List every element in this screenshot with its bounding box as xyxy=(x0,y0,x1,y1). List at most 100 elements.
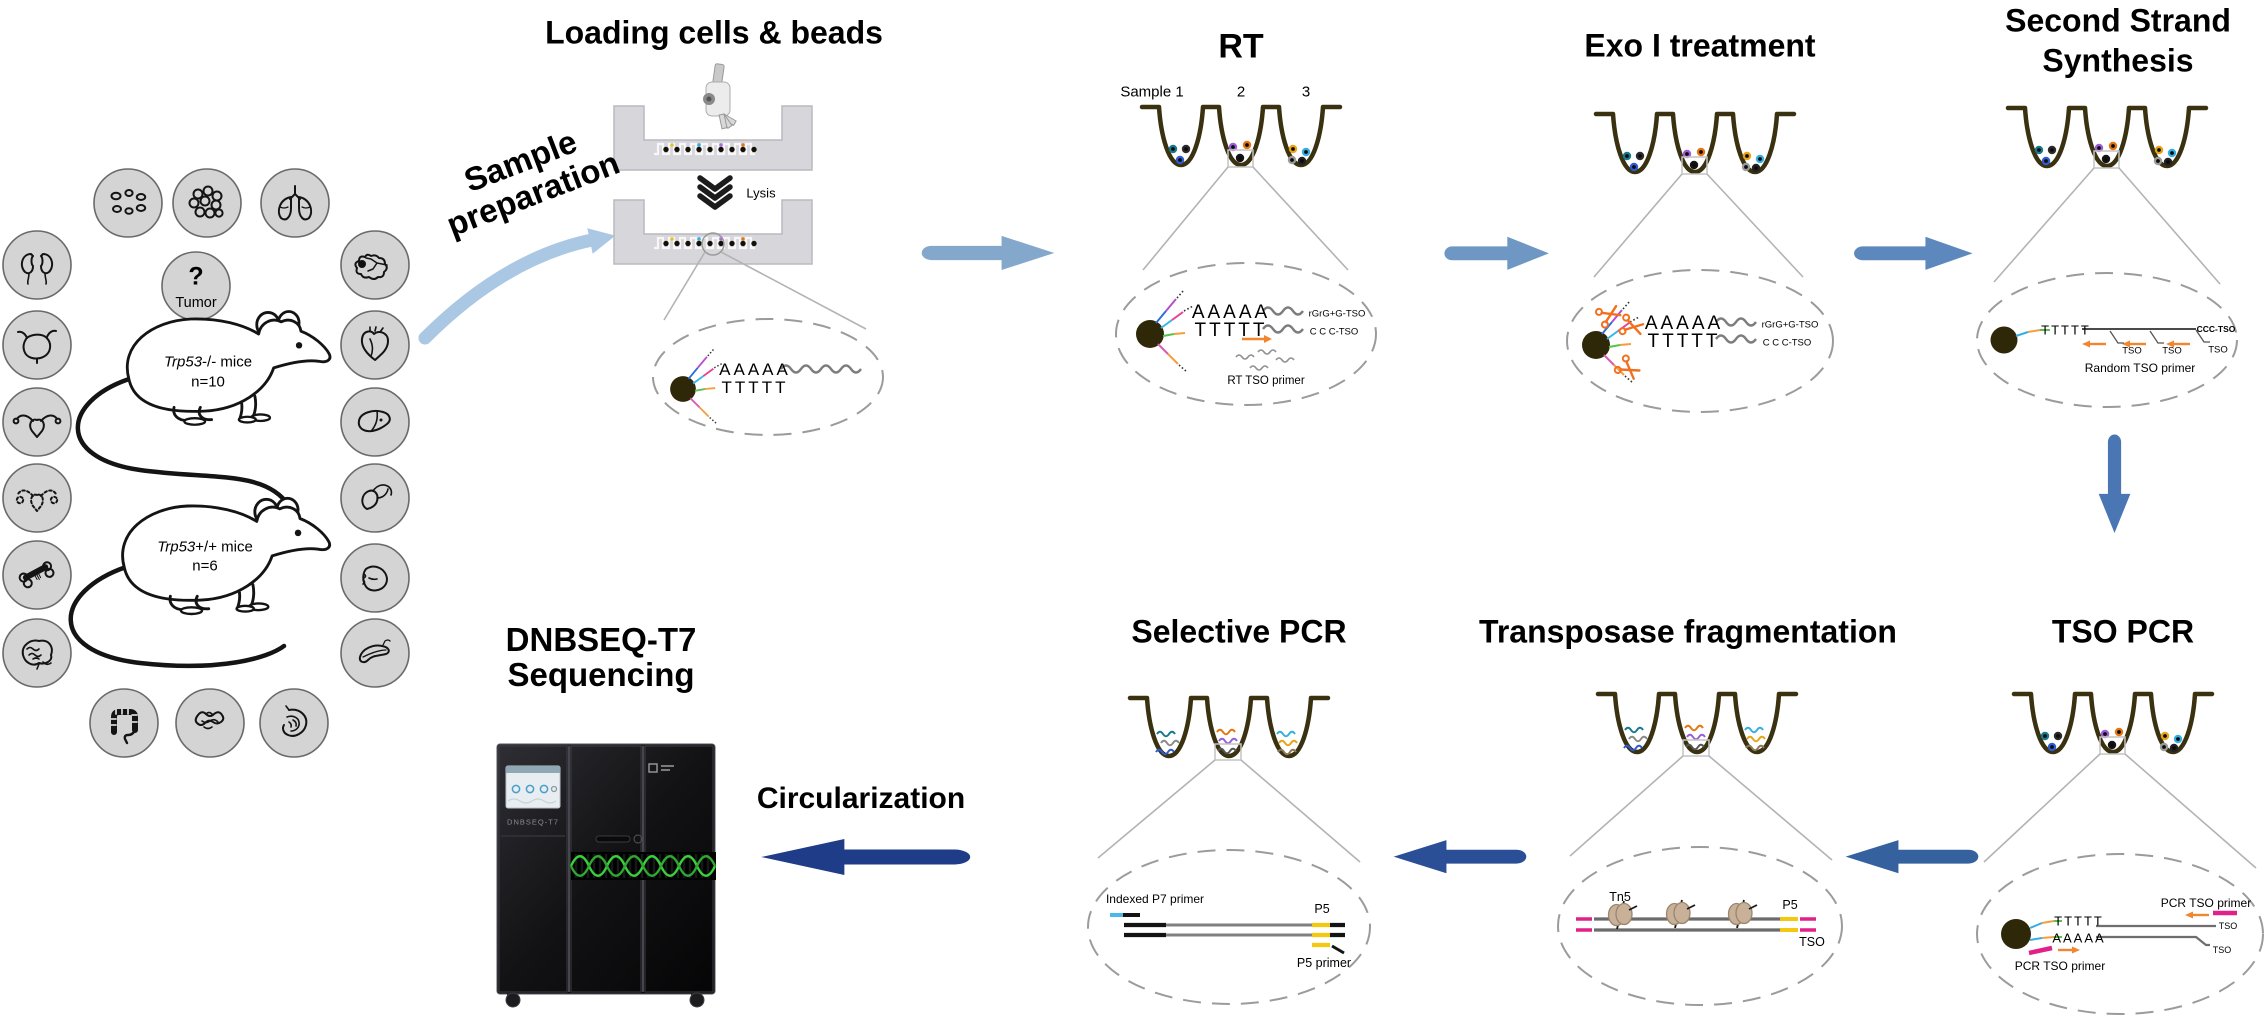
circularization-title: Circularization xyxy=(756,782,966,815)
p5-primer-label: P5 primer xyxy=(1296,956,1352,970)
mouse2-rest: +/+ mice xyxy=(195,538,253,556)
barcoded-bead-icon xyxy=(1135,289,1194,373)
scissors-icon xyxy=(1593,300,1624,330)
sss-tso2-label: TSO xyxy=(2162,345,2182,357)
heart-icon xyxy=(360,326,389,361)
tumor-question-mark: ? xyxy=(188,262,204,291)
rt-polyT: TTTTT xyxy=(1194,320,1268,341)
lungs-icon xyxy=(277,185,313,221)
mgi-logo xyxy=(648,763,674,773)
rt-primer-label: RT TSO primer xyxy=(1227,375,1305,387)
rt-panel-graphics xyxy=(1115,107,1377,406)
mammary-gland-icon xyxy=(354,253,388,280)
sss-tso3-label: TSO xyxy=(2208,344,2228,356)
exo-title: Exo I treatment xyxy=(1584,27,1816,64)
flow-arrow-down xyxy=(2099,442,2131,533)
organ-ring xyxy=(2,168,410,758)
mouse1-n-label: n=10 xyxy=(191,373,225,391)
sss-title-line1: Second Strand xyxy=(2005,2,2231,39)
spleen-icon xyxy=(362,565,388,592)
brain-icon xyxy=(21,639,53,670)
mouse1-rest: -/- mice xyxy=(202,353,253,371)
cells-icon xyxy=(110,189,147,215)
tn5-transposome-icon xyxy=(1665,899,1696,929)
colon-icon xyxy=(110,708,138,745)
flow-arrow-2 xyxy=(1452,237,1549,270)
tso-pcr-polyT: TTTTT xyxy=(2054,913,2104,929)
tso-pcr-primer-top-label: PCR TSO primer xyxy=(2160,896,2252,910)
tso-pcr-tso-bottom-label: TSO xyxy=(2212,945,2232,955)
tumor-mass-icon xyxy=(188,185,224,219)
machine-model-label: DNBSEQ-T7 xyxy=(507,817,559,827)
mouse2-gene: Trp53 xyxy=(157,538,196,556)
sss-panel-graphics xyxy=(1976,108,2238,408)
sequencer-machine xyxy=(496,743,717,1008)
selective-p5-label: P5 xyxy=(1314,902,1330,916)
rt-title: RT xyxy=(1218,27,1264,66)
sss-polyT: TTTTT xyxy=(2041,322,2091,338)
mouse1-label: Trp53-/- mice xyxy=(164,354,252,371)
rt-sample2-label: 2 xyxy=(1236,83,1246,101)
bladder-icon xyxy=(17,329,57,364)
exo-polyA: AAAAA xyxy=(1644,313,1724,334)
tn5-transposome-icon xyxy=(1727,899,1758,929)
p7-primer-label: Indexed P7 primer xyxy=(1105,892,1205,906)
loading-polyT: TTTTT xyxy=(721,378,789,397)
microscope-icon xyxy=(703,63,737,130)
rt-tso-top-label: rGrG+G-TSO xyxy=(1308,308,1366,320)
sample-preparation-arrow xyxy=(418,228,616,345)
pancreas-icon xyxy=(358,639,391,664)
tn5-transposome-icon xyxy=(1607,900,1638,930)
sss-primer-label: Random TSO primer xyxy=(2084,361,2196,375)
exo-panel-graphics xyxy=(1566,114,1834,413)
barcoded-bead-icon xyxy=(1990,326,2018,354)
transposase-tso-label: TSO xyxy=(1799,935,1825,949)
transposase-title: Transposase fragmentation xyxy=(1479,613,1897,650)
mouse-trp53-ko xyxy=(75,310,332,509)
exo-tso-bottom-label: C C C-TSO xyxy=(1762,337,1812,349)
selective-title: Selective PCR xyxy=(1131,613,1347,650)
tn5-label: Tn5 xyxy=(1609,890,1631,904)
uterus-icon xyxy=(12,414,62,438)
loading-polyA: AAAAA xyxy=(719,360,791,379)
rt-polyA: AAAAA xyxy=(1191,302,1271,323)
exo-tso-top-label: rGrG+G-TSO xyxy=(1761,319,1819,331)
kidneys-icon xyxy=(20,253,54,285)
selective-panel-graphics xyxy=(1087,698,1371,1005)
flow-arrow-6 xyxy=(1394,840,1517,873)
liver-icon xyxy=(357,410,391,433)
bone-icon xyxy=(18,561,55,589)
loading-title: Loading cells & beads xyxy=(545,14,883,51)
barcoded-bead-icon xyxy=(2001,919,2031,949)
ovary-icon xyxy=(15,489,59,512)
tso-pcr-tso-top-label: TSO xyxy=(2218,921,2238,931)
sss-title-line2: Synthesis xyxy=(2042,42,2194,79)
sequencing-title-line1: DNBSEQ-T7 xyxy=(505,621,697,658)
machine-touchscreen xyxy=(505,765,561,809)
transposase-panel-graphics xyxy=(1557,694,1843,1006)
mouse1-gene: Trp53 xyxy=(163,353,203,371)
lysis-label: Lysis xyxy=(746,185,776,201)
flow-arrow-1 xyxy=(932,236,1055,270)
tumor-label: Tumor xyxy=(175,295,217,311)
transposase-p5-label: P5 xyxy=(1782,898,1798,912)
gallbladder-icon xyxy=(361,484,393,510)
rt-sample1-label: Sample 1 xyxy=(1120,83,1184,101)
flow-arrow-3 xyxy=(1863,237,1973,270)
mouse2-label: Trp53+/+ mice xyxy=(157,539,253,556)
rt-tso-bottom-label: C C C-TSO xyxy=(1309,326,1359,338)
rt-sample3-label: 3 xyxy=(1301,83,1311,101)
tso-pcr-panel-graphics xyxy=(1976,694,2264,1015)
tso-pcr-title: TSO PCR xyxy=(2051,613,2195,650)
loading-panel-graphics xyxy=(612,63,884,436)
sequencing-title-line2: Sequencing xyxy=(507,656,695,693)
sss-tso1-label: TSO xyxy=(2122,345,2142,357)
small-intestine-icon xyxy=(194,711,225,730)
flow-arrow-5 xyxy=(1846,840,1969,873)
tso-pcr-primer-bottom-label: PCR TSO primer xyxy=(2014,959,2106,973)
stomach-icon xyxy=(282,705,308,737)
mouse2-n-label: n=6 xyxy=(192,557,218,575)
mouse-trp53-wt xyxy=(68,496,332,669)
